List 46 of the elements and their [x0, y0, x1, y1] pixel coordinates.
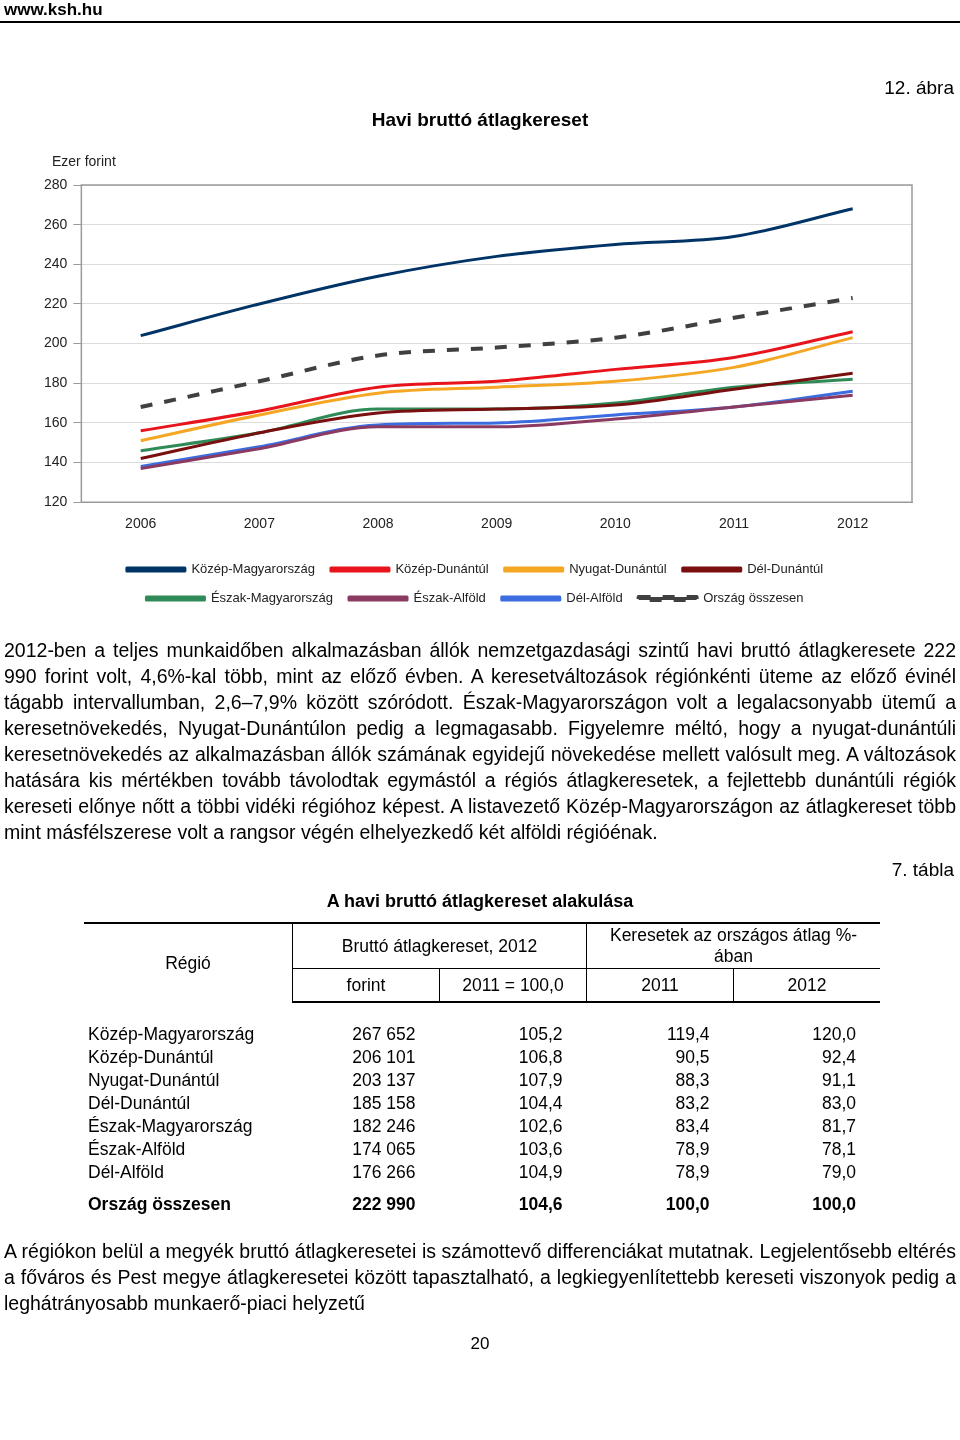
legend-label: Ország összesen [703, 590, 804, 606]
chart-title: Havi bruttó átlagkereset [370, 109, 590, 131]
text: 12. ábra [883, 77, 955, 99]
y-tick-label: 220 [44, 294, 68, 311]
line-series [139, 207, 855, 338]
line-series [138, 296, 855, 410]
text: A régiókon belül a megyék bruttó átlagkeresetei is számottevő differenciákat mutatnak. Legjelentősebb eltérés a főváros és Pest megye átlagkeresetei között tapasztalható, a legkiegyenlítettebb kereseti viszonyok pedig a leghátrányosabb munkaerő-piaci helyzetű [3, 1239, 957, 1316]
text: Észak-Magyarország 182 246 102,6 83,4 81,7 [88, 1116, 856, 1136]
text: A havi bruttó átlagkereset alakulása [325, 891, 635, 912]
x-tick-label: 2009 [481, 515, 513, 532]
text: forint 2011 = 100,0 2011 2012 [346, 974, 827, 995]
text: www.ksh.hu [0, 0, 960, 23]
x-tick-label: 2010 [599, 515, 632, 532]
text: 2012-ben a teljes munkaidőben alkalmazásban állók nemzetgazdasági szintű havi bruttó átlagkeresete 222 990 forint volt, 4,6%-kal több, mint az előző évben. A keresetváltozások régiónkénti üteme az előző évinél tágabb intervallumban, 2,6–7,9% között szóródott. Észak-Magyarországon volt a legalacsonyabb ütemű a keresetnövekedés, Nyugat-Dunántúlon pedig a legmagasabb. Figyelemre méltó, hogy a nyugat-dunántúli keresetnövekedés az alkalmazásban állók számának egyidejű növekedése mellett valósult meg. A változások hatására kis mértékben tovább távolodtak egymástól a régiós átlagkeresetek, a fejlettebb dunántúli régiók kereseti előnye nőtt a többi vidéki régióhoz képest. A listavezető Közép-Magyarországon az átlagkereset több mint másfélszerese volt a rangsor végén elhelyezkedő két alföldi régióénak. [3, 638, 957, 845]
legend-label: Közép-Dunántúl [395, 561, 489, 577]
y-tick-label: 280 [44, 175, 68, 192]
text: Észak-Alföld 174 065 103,6 78,9 78,1 [88, 1139, 856, 1159]
text: 20 [469, 1334, 491, 1354]
legend-label: Észak-Magyarország [210, 590, 334, 606]
legend-label: Dél-Alföld [566, 590, 623, 606]
x-tick-label: 2011 [718, 515, 750, 532]
text: Dél-Alföld 176 266 104,9 78,9 79,0 [88, 1162, 856, 1182]
legend-label: Nyugat-Dunántúl [569, 561, 667, 577]
x-tick-label: 2012 [837, 515, 869, 532]
legend-label: Észak-Alföld [413, 590, 486, 606]
y-tick-label: 260 [44, 215, 68, 232]
x-tick-label: 2006 [125, 515, 157, 532]
text: Közép-Magyarország 267 652 105,2 119,4 120,0 [88, 1024, 856, 1044]
y-tick-label: 200 [44, 334, 68, 351]
y-tick-label: 140 [44, 453, 68, 470]
y-axis-title: Ezer forint [52, 152, 116, 169]
y-tick-label: 240 [44, 255, 68, 272]
y-tick-label: 120 [44, 493, 68, 510]
text: Közép-Dunántúl 206 101 106,8 90,5 92,4 [88, 1047, 856, 1067]
x-tick-label: 2008 [362, 515, 394, 532]
line-series [139, 371, 855, 461]
text: Dél-Dunántúl 185 158 104,4 83,2 83,0 [88, 1093, 856, 1113]
text: Ország összesen 222 990 104,6 100,0 100,0 [88, 1194, 856, 1214]
text: Régió Bruttó átlagkereset, 2012 Keresetek az országos átlag %-ában [165, 925, 858, 973]
text: 7. tábla [890, 859, 955, 881]
legend-label: Dél-Dunántúl [747, 561, 824, 577]
x-tick-label: 2007 [243, 515, 276, 532]
legend-label: Közép-Magyarország [191, 561, 315, 577]
y-tick-label: 160 [44, 413, 68, 430]
text: Nyugat-Dunántúl 203 137 107,9 88,3 91,1 [88, 1070, 856, 1090]
y-tick-label: 180 [44, 374, 68, 391]
